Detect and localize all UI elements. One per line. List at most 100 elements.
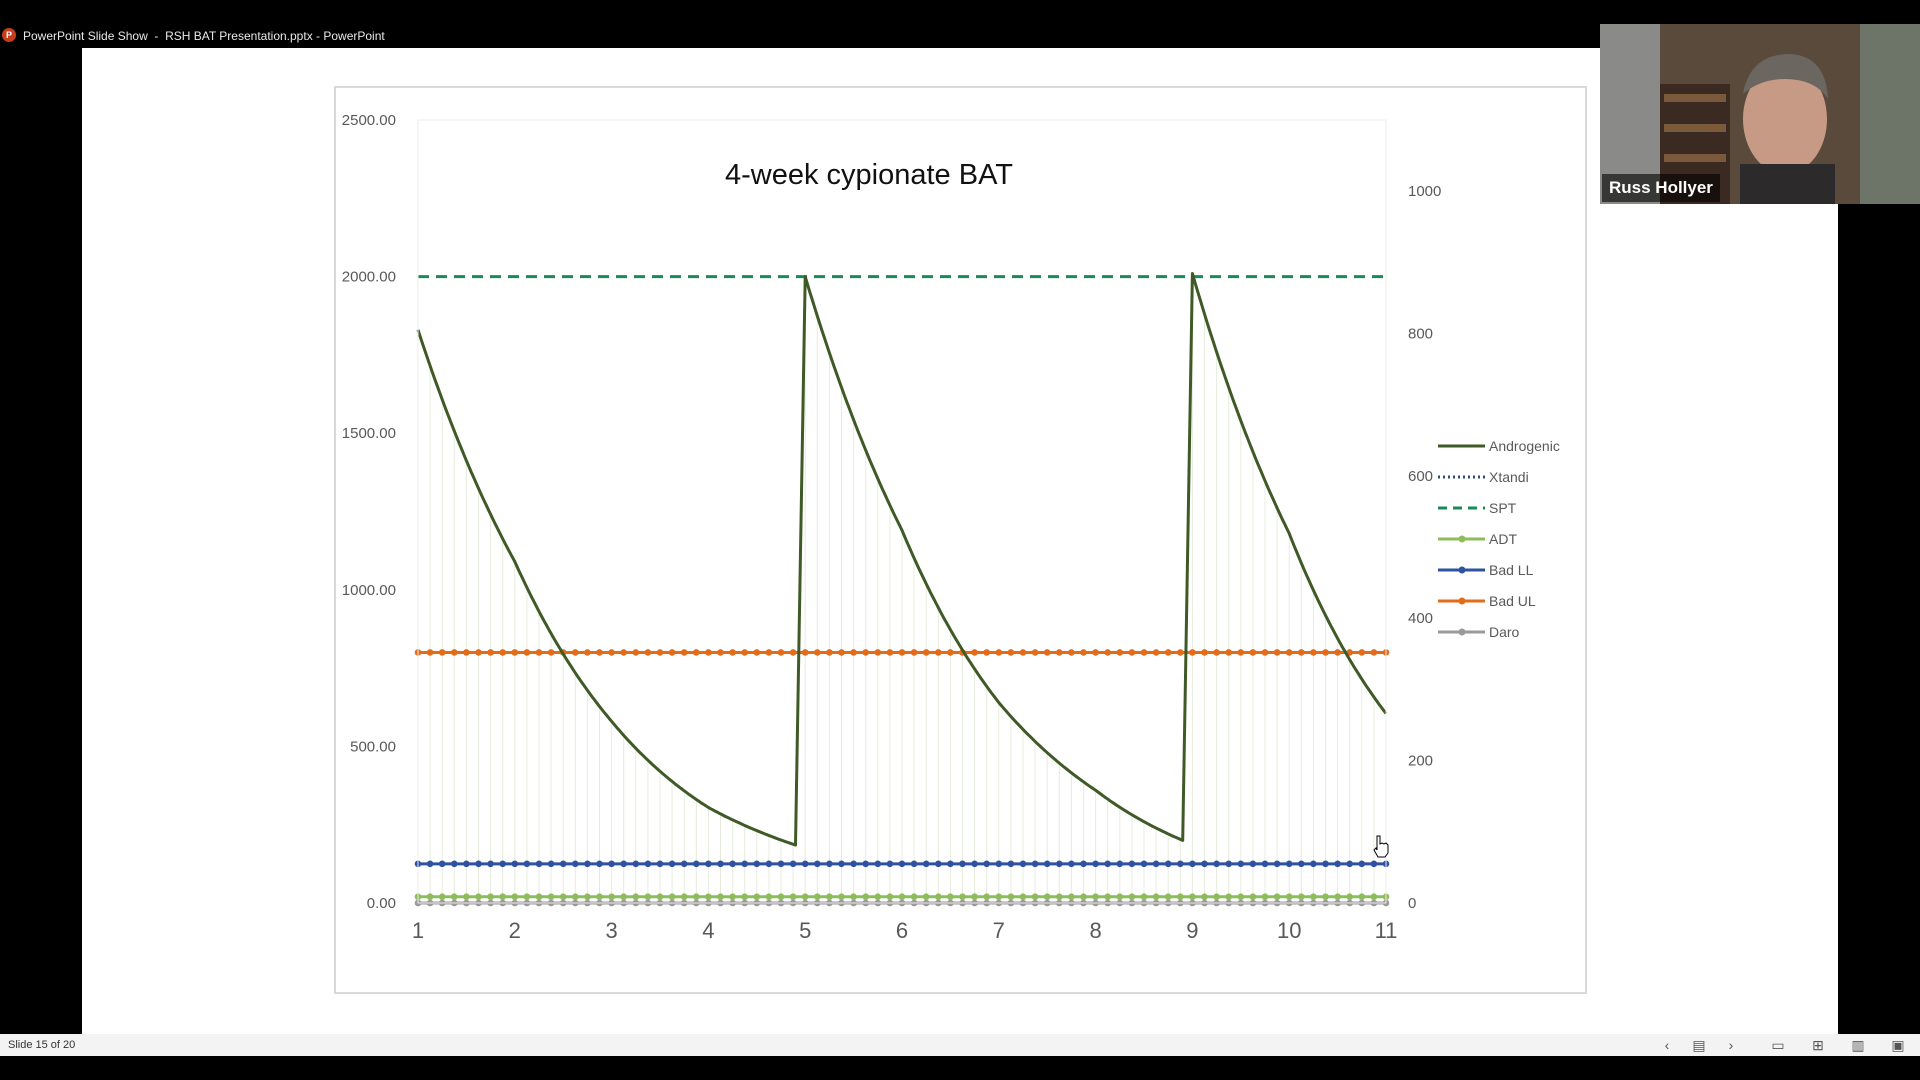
series-point-adt <box>438 893 446 901</box>
x-tick-label: 10 <box>1277 918 1301 943</box>
series-point-adt <box>608 893 615 901</box>
series-point-bad-ul <box>680 649 688 656</box>
slide-menu-icon[interactable]: ▤ <box>1692 1037 1706 1053</box>
series-point-bad-ul <box>1201 649 1208 656</box>
previous-slide-icon[interactable]: ‹ <box>1664 1037 1670 1053</box>
series-point-bad-ll <box>1080 860 1087 868</box>
series-point-adt <box>523 893 531 901</box>
series-point-bad-ul <box>1007 649 1015 656</box>
series-point-bad-ll <box>1177 860 1184 868</box>
series-point-bad-ll <box>1104 860 1111 868</box>
series-point-bad-ul <box>947 649 954 656</box>
series-point-bad-ul <box>789 649 797 656</box>
x-tick-label: 2 <box>509 918 521 943</box>
series-point-adt <box>1334 893 1341 901</box>
series-point-bad-ul <box>426 649 434 656</box>
series-point-bad-ll <box>1092 860 1099 868</box>
series-point-bad-ul <box>765 649 773 656</box>
legend-label: Xtandi <box>1489 469 1529 485</box>
series-point-adt <box>1310 893 1317 901</box>
series-point-adt <box>572 893 579 901</box>
slide-counter: Slide 15 of 20 <box>8 1039 76 1051</box>
series-point-adt <box>1128 893 1136 901</box>
series-point-adt <box>644 893 652 901</box>
series-point-bad-ll <box>693 860 700 868</box>
series-point-adt <box>983 893 990 901</box>
series-point-adt <box>789 893 797 901</box>
series-point-bad-ul <box>1164 649 1172 656</box>
series-point-bad-ul <box>1225 649 1232 656</box>
series-point-bad-ul <box>438 649 446 656</box>
series-point-adt <box>777 893 785 901</box>
series-point-bad-ll <box>922 860 930 868</box>
series-point-bad-ll <box>1358 860 1366 868</box>
normal-view-icon[interactable]: ▭ <box>1771 1037 1785 1053</box>
series-point-bad-ll <box>511 860 519 868</box>
y-right-tick-label: 400 <box>1408 610 1433 627</box>
series-point-bad-ul <box>1043 649 1051 656</box>
slide-sorter-icon[interactable]: ⊞ <box>1812 1037 1824 1053</box>
series-point-adt <box>826 893 833 901</box>
x-tick-label: 7 <box>993 918 1005 943</box>
series-point-bad-ll <box>959 860 966 868</box>
series-point-adt <box>668 893 676 901</box>
series-point-adt <box>886 893 894 901</box>
series-point-adt <box>1152 893 1160 901</box>
x-tick-label: 6 <box>896 918 908 943</box>
series-point-bad-ul <box>535 649 543 656</box>
series-point-bad-ll <box>753 860 761 868</box>
series-point-bad-ul <box>1092 649 1099 656</box>
legend-marker <box>1458 566 1466 574</box>
series-point-adt <box>1346 893 1353 901</box>
series-point-bad-ul <box>850 649 857 656</box>
series-point-bad-ll <box>1164 860 1172 868</box>
x-tick-label: 4 <box>702 918 714 943</box>
series-point-bad-ul <box>1213 649 1220 656</box>
series-point-adt <box>717 893 724 901</box>
series-point-bad-ll <box>1019 860 1027 868</box>
series-point-bad-ll <box>741 860 748 868</box>
y-left-tick-label: 2000.00 <box>342 269 396 286</box>
series-point-bad-ll <box>1201 860 1208 868</box>
series-point-adt <box>838 893 845 901</box>
series-point-bad-ll <box>705 860 712 868</box>
series-point-bad-ul <box>971 649 978 656</box>
series-point-bad-ul <box>1128 649 1136 656</box>
series-point-bad-ul <box>922 649 930 656</box>
series-point-bad-ll <box>608 860 615 868</box>
participant-video[interactable]: Russ Hollyer <box>1600 24 1920 204</box>
series-point-adt <box>1201 893 1208 901</box>
series-point-adt <box>935 893 942 901</box>
slideshow-statusbar: Slide 15 of 20 ‹ ▤ › ▭ ⊞ ▥ ▣ <box>0 1034 1920 1056</box>
series-point-bad-ll <box>862 860 869 868</box>
series-point-bad-ll <box>1237 860 1245 868</box>
series-point-bad-ll <box>947 860 954 868</box>
series-point-bad-ul <box>511 649 519 656</box>
series-point-adt <box>801 893 809 901</box>
series-point-bad-ll <box>874 860 882 868</box>
hand-cursor-icon <box>1373 835 1389 858</box>
series-point-adt <box>559 893 567 901</box>
series-point-adt <box>1140 893 1148 901</box>
series-point-bad-ll <box>596 860 603 868</box>
series-point-bad-ll <box>1273 860 1281 868</box>
series-point-adt <box>426 893 434 901</box>
slide-stage[interactable]: 0.00 500.00 1000.00 1500.00 2000.00 2500.00 0 2… <box>82 48 1838 1034</box>
reading-view-icon[interactable]: ▥ <box>1851 1037 1865 1053</box>
series-point-adt <box>814 893 821 901</box>
series-point-bad-ll <box>475 860 482 868</box>
series-point-bad-ul <box>1104 649 1111 656</box>
powerpoint-icon: P <box>2 28 16 42</box>
slideshow-icon[interactable]: ▣ <box>1891 1037 1905 1053</box>
series-point-bad-ul <box>584 649 591 656</box>
chart-title: 4-week cypionate BAT <box>725 159 1013 191</box>
series-point-bad-ul <box>1261 649 1269 656</box>
series-point-bad-ll <box>765 860 773 868</box>
x-tick-label: 9 <box>1186 918 1198 943</box>
series-point-bad-ll <box>620 860 627 868</box>
bottom-black-bar <box>0 1056 1920 1080</box>
series-point-adt <box>959 893 966 901</box>
series-point-bad-ll <box>656 860 664 868</box>
next-slide-icon[interactable]: › <box>1728 1037 1734 1053</box>
series-point-bad-ul <box>995 649 1003 656</box>
